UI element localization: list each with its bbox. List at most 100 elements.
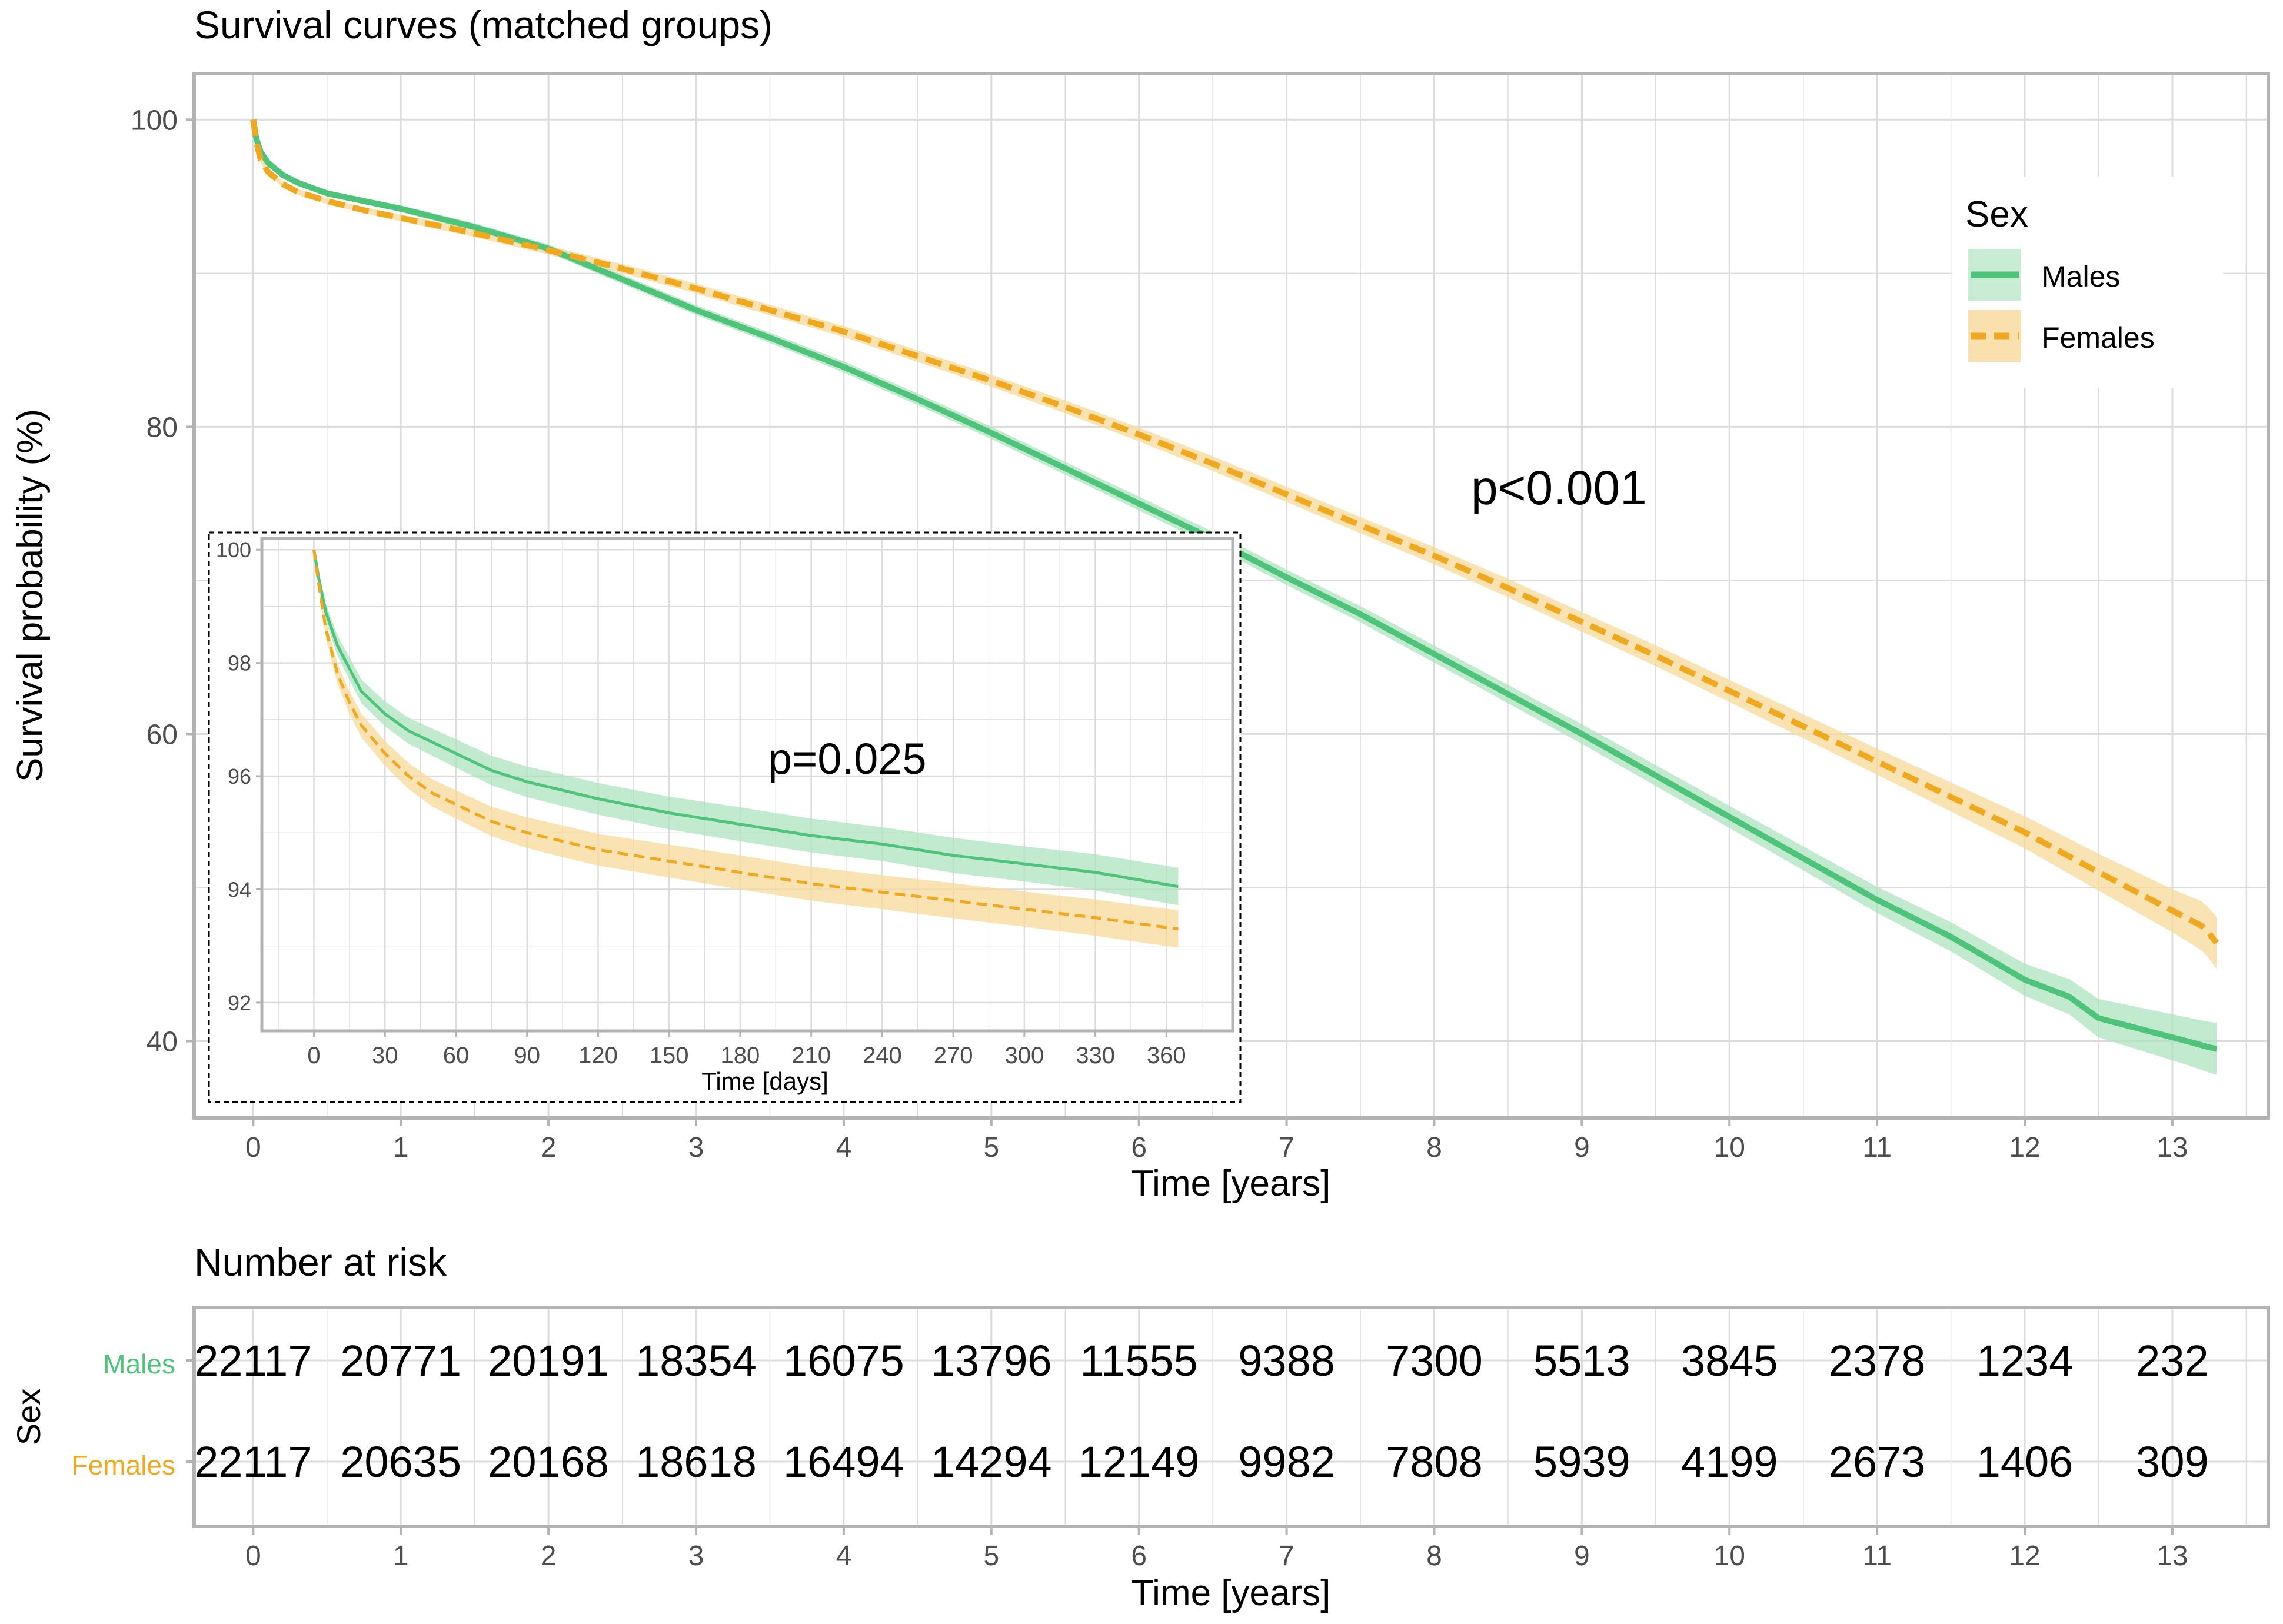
- risk-x-tick-label: 0: [245, 1540, 261, 1572]
- risk-table-border: [192, 1306, 2270, 1528]
- main-x-tick-label: 6: [1131, 1132, 1147, 1163]
- inset-x-tick-label: 330: [1076, 1043, 1115, 1069]
- main-y-tick-label: 60: [147, 719, 178, 750]
- risk-x-tick-label: 9: [1574, 1540, 1590, 1572]
- legend-label-females: Females: [2042, 321, 2155, 354]
- inset-x-axis-label: Time [days]: [701, 1067, 828, 1095]
- risk-cell-females: 20168: [488, 1437, 609, 1486]
- risk-cell-females: 309: [2136, 1437, 2208, 1486]
- inset-x-tick-label: 30: [372, 1043, 398, 1069]
- risk-cell-females: 14294: [931, 1437, 1052, 1486]
- inset-x-tick-label: 300: [1004, 1043, 1044, 1069]
- inset-x-tick-label: 120: [578, 1043, 618, 1069]
- risk-cell-females: 5939: [1533, 1437, 1630, 1486]
- risk-x-tick-label: 3: [688, 1540, 704, 1572]
- main-x-tick-label: 8: [1426, 1132, 1442, 1163]
- risk-table-x-axis-ticks: 0 1 2 3 4 5 6 7 8 9 10 11 12 13: [186, 1359, 2188, 1572]
- risk-x-tick-label: 5: [983, 1540, 999, 1572]
- inset-y-tick-label: 96: [228, 764, 251, 788]
- risk-cell-males: 22117: [194, 1336, 312, 1385]
- risk-cell-females: 12149: [1079, 1437, 1200, 1486]
- main-x-axis-label: Time [years]: [1131, 1163, 1331, 1204]
- main-x-tick-label: 5: [983, 1132, 999, 1163]
- inset-ci-band-females: [314, 550, 1179, 948]
- main-x-axis-ticks: 0 1 2 3 4 5 6 7 8 9 10 11 12 13: [245, 1118, 2188, 1163]
- risk-cell-males: 5513: [1533, 1336, 1630, 1385]
- risk-x-tick-label: 13: [2156, 1540, 2188, 1572]
- risk-x-tick-label: 4: [836, 1540, 852, 1572]
- risk-cell-females: 4199: [1681, 1437, 1778, 1486]
- risk-cell-males: 20771: [340, 1336, 461, 1385]
- risk-cell-males: 13796: [931, 1336, 1052, 1385]
- risk-cell-females: 22117: [194, 1437, 312, 1486]
- legend: Sex Males Females: [1952, 177, 2223, 388]
- inset-x-tick-label: 210: [791, 1043, 831, 1069]
- inset-line-males: [312, 549, 1179, 888]
- main-y-tick-label: 40: [147, 1026, 178, 1057]
- risk-cell-males: 2378: [1829, 1336, 1926, 1385]
- risk-x-tick-label: 2: [541, 1540, 557, 1572]
- main-x-tick-label: 1: [393, 1132, 409, 1163]
- risk-cell-males: 18354: [635, 1336, 757, 1385]
- main-p-value: p<0.001: [1471, 461, 1647, 515]
- risk-cell-males: 1234: [1976, 1336, 2074, 1385]
- risk-cell-females: 1406: [1976, 1437, 2074, 1486]
- risk-table-gridlines: [194, 1307, 2268, 1526]
- risk-cell-females: 20635: [340, 1437, 461, 1486]
- inset-x-tick-label: 180: [721, 1043, 760, 1069]
- main-x-tick-label: 7: [1279, 1132, 1294, 1163]
- main-x-tick-label: 0: [245, 1132, 261, 1163]
- inset-x-tick-label: 360: [1147, 1043, 1186, 1069]
- risk-cell-females: 16494: [783, 1437, 904, 1486]
- legend-title: Sex: [1965, 194, 2028, 235]
- inset-x-axis-ticks: 0 30 60 90 120 150 180 210 240 270 300 330 360: [307, 1031, 1186, 1069]
- risk-cell-males: 3845: [1681, 1336, 1778, 1385]
- inset-x-tick-label: 240: [863, 1043, 902, 1069]
- risk-cell-males: 11555: [1080, 1336, 1198, 1385]
- main-x-tick-label: 13: [2156, 1132, 2188, 1163]
- main-y-tick-label: 80: [147, 412, 178, 443]
- inset-gridlines: [262, 538, 1233, 1031]
- inset-x-tick-label: 90: [514, 1043, 540, 1069]
- inset-y-tick-label: 100: [216, 538, 251, 562]
- main-x-tick-label: 12: [2009, 1132, 2040, 1163]
- inset-y-tick-label: 98: [228, 651, 251, 675]
- risk-cell-females: 9982: [1238, 1437, 1335, 1486]
- risk-x-tick-label: 8: [1426, 1540, 1442, 1572]
- risk-table-cells: 22117 20771 20191 18354 16075 13796 11555 9388 7…: [194, 1336, 2208, 1486]
- inset-line-females: [312, 549, 1179, 931]
- inset-p-value: p=0.025: [768, 734, 927, 783]
- risk-x-tick-label: 1: [393, 1540, 409, 1572]
- risk-x-tick-label: 11: [1862, 1540, 1892, 1572]
- inset-x-tick-label: 150: [650, 1043, 689, 1069]
- main-panel-border: [192, 72, 2270, 1120]
- inset-x-tick-label: 270: [934, 1043, 973, 1069]
- risk-x-tick-label: 6: [1131, 1540, 1147, 1572]
- inset-y-tick-label: 92: [228, 991, 251, 1015]
- risk-table-y-axis-label: Sex: [10, 1389, 47, 1446]
- risk-cell-males: 20191: [488, 1336, 609, 1385]
- main-y-axis-ticks: 40 60 80 100: [131, 105, 194, 1057]
- risk-cell-males: 232: [2136, 1336, 2208, 1385]
- risk-x-tick-label: 7: [1279, 1540, 1294, 1572]
- main-x-tick-label: 2: [541, 1132, 557, 1163]
- risk-x-tick-label: 12: [2009, 1540, 2040, 1572]
- risk-table-title: Number at risk: [194, 1240, 447, 1284]
- main-x-tick-label: 10: [1714, 1132, 1745, 1163]
- inset-ci-band-males: [314, 550, 1179, 906]
- main-title: Survival curves (matched groups): [194, 3, 773, 46]
- risk-cell-males: 16075: [783, 1336, 904, 1385]
- risk-cell-females: 7808: [1386, 1437, 1483, 1486]
- main-x-tick-label: 4: [836, 1132, 852, 1163]
- main-x-tick-label: 9: [1574, 1132, 1590, 1163]
- inset-y-tick-label: 94: [228, 877, 251, 901]
- risk-cell-males: 7300: [1386, 1336, 1483, 1385]
- risk-table-x-axis-label: Time [years]: [1131, 1573, 1331, 1613]
- legend-label-males: Males: [2042, 260, 2120, 293]
- risk-cell-females: 18618: [635, 1437, 757, 1486]
- main-x-tick-label: 3: [688, 1132, 704, 1163]
- main-line-females: [250, 119, 2219, 945]
- risk-x-tick-label: 10: [1714, 1540, 1745, 1572]
- main-y-axis-label: Survival probability (%): [10, 409, 51, 782]
- main-line-males: [250, 119, 2218, 1052]
